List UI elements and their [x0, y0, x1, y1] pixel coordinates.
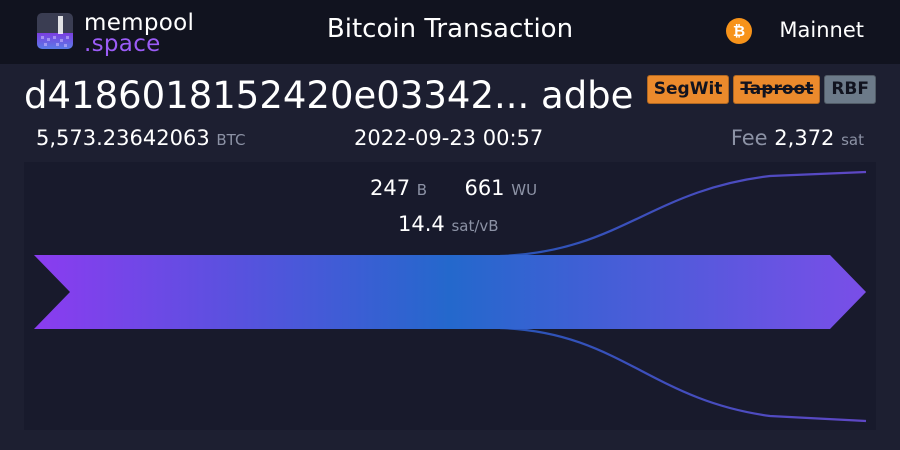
weight-value: 661	[464, 176, 505, 200]
timestamp: 2022-09-23 00:57	[354, 126, 544, 150]
amount-unit: BTC	[216, 131, 246, 149]
output-flow-top[interactable]	[499, 170, 867, 258]
logo-text-mempool: mempool	[84, 10, 195, 36]
feature-badges: SegWit Taproot RBF	[646, 75, 876, 104]
output-flow-bottom[interactable]	[499, 326, 867, 423]
mempool-logo-icon	[37, 13, 73, 49]
fee-value: 2,372	[774, 126, 835, 150]
mempool-logo[interactable]: mempool .space	[36, 10, 206, 57]
feerate-unit: sat/vB	[451, 217, 499, 235]
segwit-badge[interactable]: SegWit	[646, 75, 730, 104]
page-title: Bitcoin Transaction	[326, 14, 574, 44]
taproot-badge[interactable]: Taproot	[733, 75, 821, 104]
network-selector[interactable]: ₿ Mainnet	[714, 18, 864, 46]
fee-label: Fee	[730, 126, 768, 150]
feerate-value: 14.4	[398, 212, 445, 236]
size-value: 247	[370, 176, 411, 200]
total-amount: 5,573.23642063 BTC	[36, 126, 245, 150]
amount-value: 5,573.23642063	[36, 126, 210, 150]
network-label: Mainnet	[779, 18, 864, 42]
main-flow-arrow[interactable]	[34, 255, 866, 329]
weight-unit: WU	[511, 181, 538, 199]
size-weight-stats: 247 B 661 WU	[370, 176, 537, 200]
logo-text-space: .space	[84, 31, 161, 57]
transaction-id[interactable]: d4186018152420e03342... adbe	[24, 74, 634, 117]
size-unit: B	[416, 181, 428, 199]
bitcoin-icon: ₿	[726, 18, 752, 44]
fee: Fee 2,372 sat	[731, 126, 864, 150]
fee-unit: sat	[841, 131, 864, 149]
top-header: mempool .space Bitcoin Transaction ₿ Mai…	[0, 0, 900, 64]
rbf-badge[interactable]: RBF	[824, 75, 876, 104]
feerate-stat: 14.4 sat/vB	[398, 212, 499, 236]
